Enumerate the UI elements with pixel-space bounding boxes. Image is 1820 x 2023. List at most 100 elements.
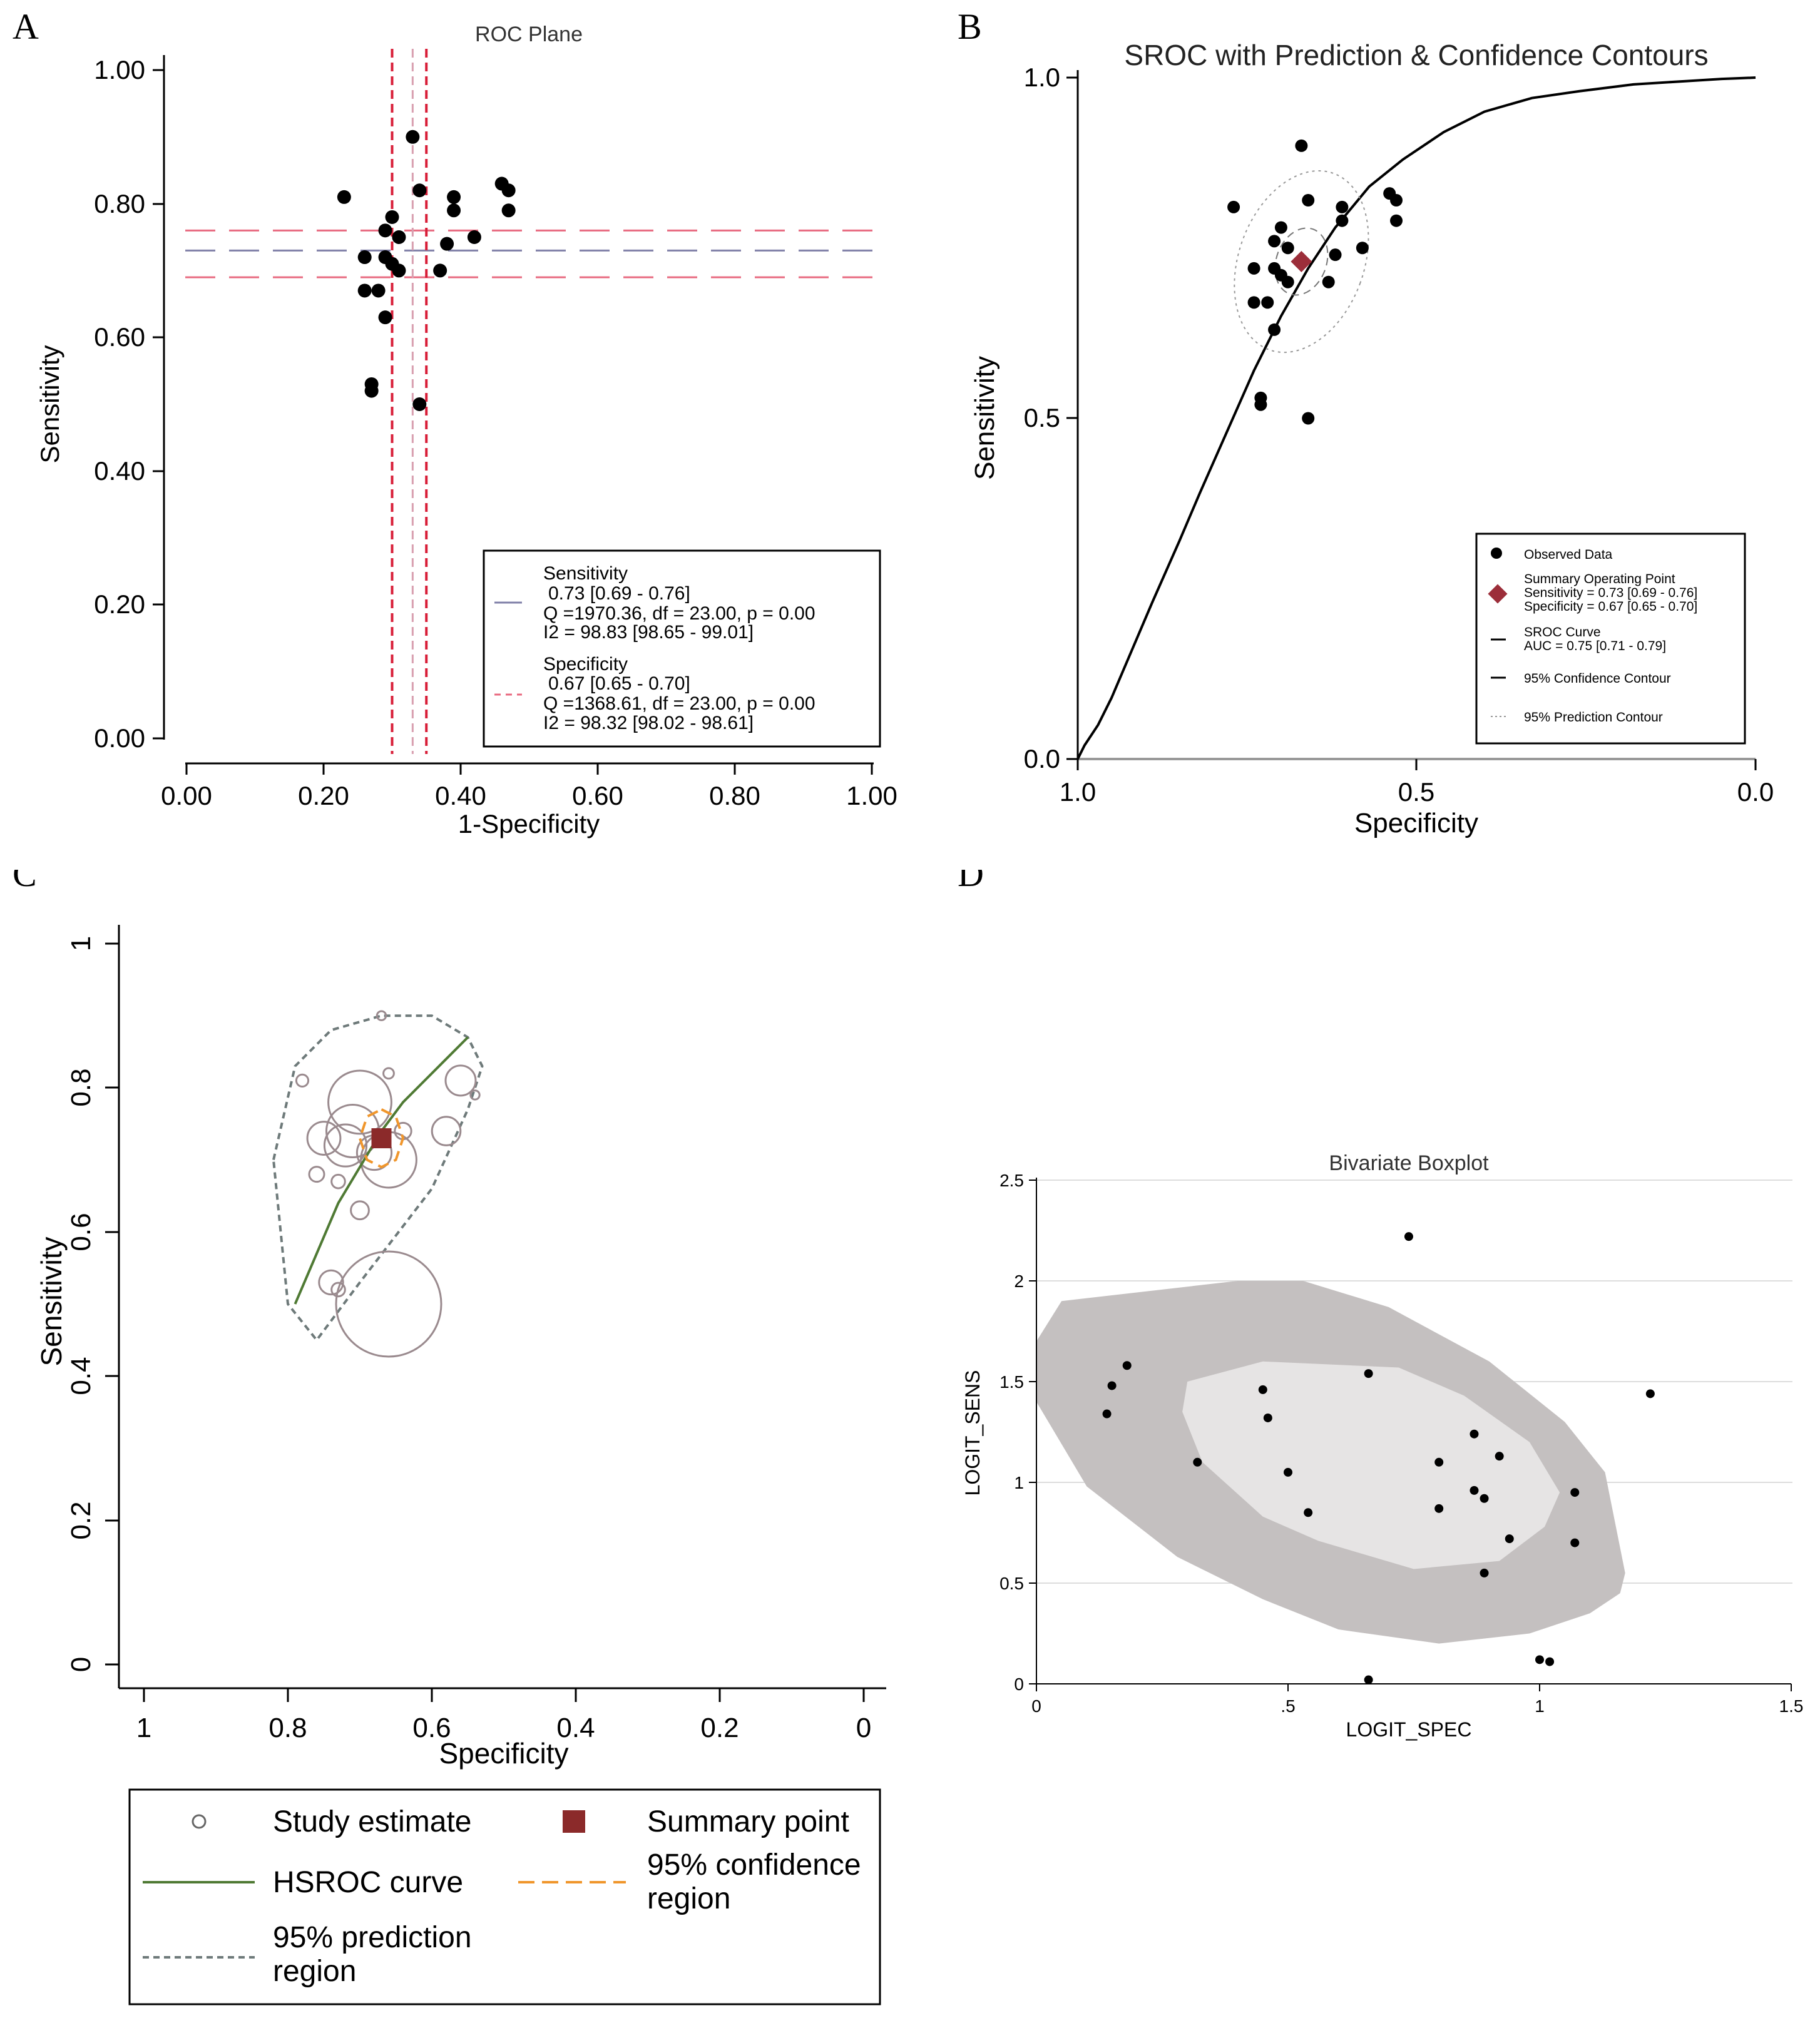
- legend-prediction-line1: 95% prediction: [273, 1921, 472, 1954]
- x-tick-label: 0.5: [1398, 777, 1434, 807]
- legend-spec-title: Specificity: [543, 654, 628, 675]
- logit-point: [1645, 1389, 1655, 1399]
- study-estimate: [350, 1200, 370, 1221]
- observed-point: [1390, 194, 1403, 207]
- logit-point: [1102, 1409, 1112, 1419]
- panel-c-legend: Study estimate Summary point HSROC curve…: [128, 1788, 881, 2005]
- logit-point: [1434, 1457, 1444, 1467]
- legend-hsroc: HSROC curve: [273, 1866, 463, 1899]
- logit-point: [1495, 1452, 1504, 1461]
- legend-summary-spec: Specificity = 0.67 [0.65 - 0.70]: [1524, 599, 1697, 614]
- panel-d-x-label: LOGIT_SPEC: [1346, 1718, 1472, 1741]
- panel-a-y-ticks: 0.00 0.20 0.40 0.60 0.80 1.00: [94, 55, 164, 753]
- legend-sroc-auc: AUC = 0.75 [0.71 - 0.79]: [1524, 639, 1666, 653]
- legend-summary: Summary point: [647, 1805, 849, 1838]
- study-point: [371, 283, 386, 298]
- panel-d-letter: D: [958, 870, 984, 894]
- observed-point: [1247, 262, 1260, 275]
- logit-point: [1122, 1361, 1132, 1370]
- legend-sroc-title: SROC Curve: [1524, 625, 1601, 640]
- observed-point: [1268, 323, 1281, 336]
- logit-point: [1263, 1413, 1272, 1422]
- study-estimate: [382, 1067, 395, 1080]
- legend-summary-swatch: [563, 1810, 585, 1833]
- confidence-region: [358, 1108, 405, 1169]
- y-tick-label: 0.8: [66, 1068, 96, 1106]
- study-estimate: [469, 1089, 481, 1101]
- x-tick-label: 0.8: [268, 1713, 307, 1743]
- legend-prediction-line2: region: [273, 1955, 356, 1988]
- study-point: [392, 263, 406, 278]
- panel-c-study-estimates: [295, 1010, 481, 1358]
- study-point: [501, 203, 516, 218]
- study-estimate: [323, 1123, 368, 1168]
- study-estimate: [330, 1282, 346, 1298]
- x-tick-label: 0.0: [1737, 777, 1774, 807]
- summary-point: [371, 1128, 392, 1149]
- logit-point: [1480, 1568, 1489, 1577]
- study-point: [378, 223, 392, 238]
- y-tick-label: 1.5: [999, 1372, 1024, 1392]
- study-estimate: [308, 1166, 325, 1183]
- legend-sens-ci: 0.73 [0.69 - 0.76]: [548, 583, 690, 604]
- legend-confidence-line2: region: [647, 1882, 730, 1915]
- observed-point: [1336, 200, 1349, 213]
- panel-b-y-label: Sensitivity: [969, 356, 1000, 480]
- panel-c-x-ticks: 1 0.8 0.6 0.4 0.2 0: [136, 1688, 871, 1743]
- logit-point: [1258, 1385, 1267, 1394]
- legend-box: [1475, 533, 1746, 745]
- observed-point: [1322, 275, 1335, 288]
- x-tick-label: 0.80: [709, 781, 760, 810]
- study-point: [385, 210, 399, 224]
- panel-a-legend: Sensitivity 0.73 [0.69 - 0.76] Q =1970.3…: [483, 549, 881, 748]
- y-tick-label: 0: [1014, 1674, 1024, 1694]
- panel-a-x-ticks: 0.00 0.20 0.40 0.60 0.80 1.00: [161, 763, 897, 810]
- study-point: [406, 130, 420, 144]
- study-point: [433, 263, 447, 278]
- study-point: [357, 283, 372, 298]
- legend-sens-q: Q =1970.36, df = 23.00, p = 0.00: [543, 603, 815, 624]
- panel-a-points: [337, 130, 516, 411]
- panel-b-x-ticks: 1.0 0.5 0.0: [1060, 759, 1774, 807]
- legend-confidence: 95% Confidence Contour: [1524, 671, 1671, 686]
- study-point: [447, 190, 461, 204]
- panel-a-y-label: Sensitivity: [35, 345, 64, 463]
- legend-summary-title: Summary Operating Point: [1524, 572, 1675, 586]
- panel-c-x-label: Specificity: [439, 1737, 568, 1770]
- study-point: [337, 190, 351, 204]
- x-tick-label: 0: [856, 1713, 871, 1743]
- y-tick-label: 0.5: [1024, 403, 1060, 432]
- panel-c-y-label: Sensitivity: [35, 1236, 68, 1366]
- study-point: [412, 183, 427, 198]
- y-tick-label: 0.6: [66, 1213, 96, 1251]
- study-point: [378, 310, 392, 325]
- panel-d-y-ticks: 0 0.5 1 1.5 2 2.5: [999, 1171, 1036, 1694]
- y-tick-label: 0.60: [94, 322, 145, 352]
- observed-point: [1302, 412, 1315, 425]
- observed-point: [1390, 214, 1403, 227]
- confidence-contour: [1274, 227, 1329, 296]
- study-point: [447, 203, 461, 218]
- legend-spec-q: Q =1368.61, df = 23.00, p = 0.00: [543, 693, 815, 714]
- study-estimate: [327, 1069, 392, 1135]
- panel-d-points: [1102, 1232, 1655, 1684]
- y-tick-label: 0.00: [94, 723, 145, 753]
- logit-point: [1535, 1655, 1544, 1664]
- panel-d: D Bivariate Boxplot 0 0.5 1 1.5 2 2.5 0 …: [958, 870, 1803, 1741]
- study-estimate: [335, 1250, 442, 1358]
- logit-point: [1284, 1467, 1292, 1477]
- legend-prediction: 95% Prediction Contour: [1524, 710, 1663, 725]
- study-point: [392, 230, 406, 244]
- x-tick-label: 0.40: [435, 781, 486, 810]
- logit-point: [1364, 1369, 1373, 1378]
- study-estimate: [295, 1073, 310, 1088]
- observed-point: [1261, 296, 1274, 309]
- x-tick-label: 0.6: [412, 1713, 451, 1743]
- legend-box: [128, 1788, 881, 2005]
- study-estimate: [306, 1121, 342, 1156]
- logit-point: [1505, 1534, 1514, 1544]
- observed-point: [1254, 398, 1267, 411]
- observed-point: [1227, 200, 1240, 213]
- observed-point: [1356, 242, 1369, 255]
- legend-confidence-line1: 95% confidence: [647, 1848, 861, 1882]
